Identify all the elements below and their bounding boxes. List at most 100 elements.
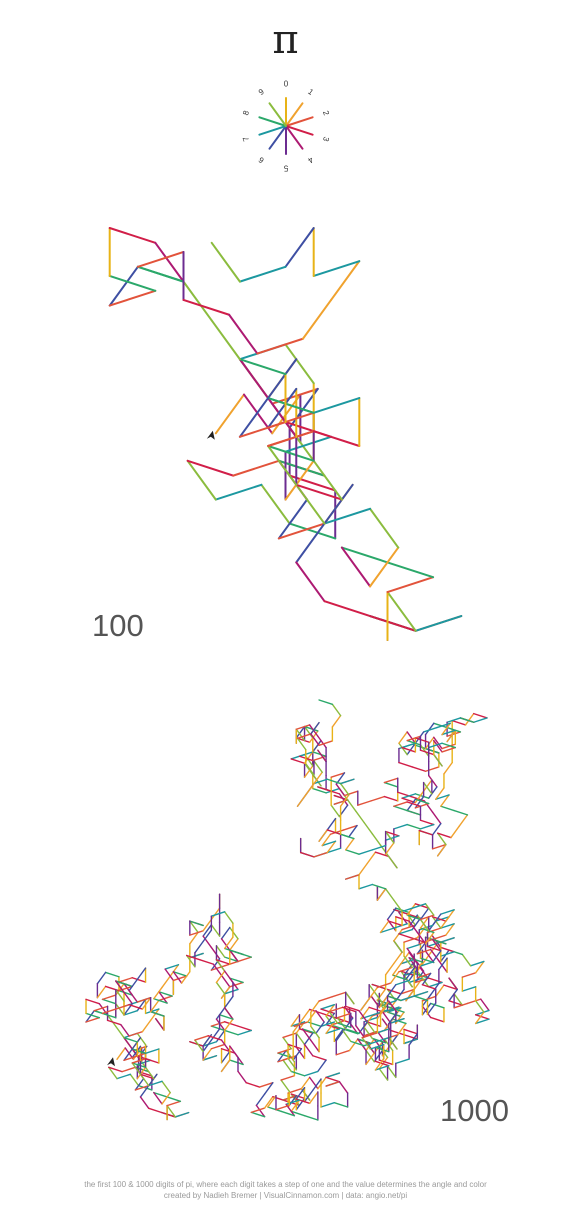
walk-step-digit-2: [336, 1012, 352, 1019]
walk-step-digit-7: [323, 507, 372, 525]
walk-step-digit-2: [312, 755, 327, 762]
walk-step-digit-9: [431, 916, 442, 929]
walk-step-digit-8: [149, 1011, 165, 1017]
walk-step-digit-8: [424, 747, 440, 754]
walk-step-digit-1: [303, 765, 314, 778]
walk-step-digit-4: [131, 1048, 142, 1062]
walk-step-digit-2: [93, 1005, 109, 1012]
walk-step-digit-8: [441, 742, 457, 749]
legend-digit-2: 2: [321, 109, 331, 117]
walk-step-digit-1: [116, 1047, 126, 1061]
walk-step-digit-6: [303, 1089, 314, 1103]
walk-step-digit-2: [419, 914, 435, 921]
walk-step-digit-8: [153, 998, 168, 1004]
walk-step-digit-2: [418, 938, 434, 945]
walk-step-digit-8: [101, 998, 117, 1005]
walk-step-digit-9: [215, 959, 226, 972]
walk-step-digit-4: [139, 1096, 150, 1109]
walk-step-digit-8: [238, 358, 287, 376]
walk-step-digit-9: [295, 1032, 306, 1046]
walk-step-digit-1: [325, 1004, 336, 1017]
walk-step-digit-6: [123, 1048, 133, 1062]
walk-step-digit-7: [473, 717, 488, 723]
walk-step-digit-2: [210, 1043, 226, 1050]
walk-step-digit-2: [313, 851, 328, 858]
walk-step-digit-7: [403, 1038, 419, 1045]
walk-step-digit-6: [85, 1010, 95, 1023]
walk-step-digit-7: [147, 1080, 163, 1087]
walk-step-digit-9: [393, 899, 403, 913]
walk-step-digit-9: [166, 1104, 177, 1118]
walk-step-digit-3: [344, 1005, 360, 1012]
walk-step-digit-6: [295, 1086, 306, 1100]
walk-step-digit-2: [331, 991, 347, 998]
walk-step-digit-1: [464, 712, 475, 726]
walk-step-digit-2: [267, 430, 315, 447]
walk-step-digit-9: [371, 833, 382, 846]
walk-step-digit-9: [129, 1073, 140, 1087]
walk-step-digit-3: [215, 959, 231, 965]
walk-step-digit-2: [293, 1021, 309, 1028]
walk-step-digit-9: [474, 1000, 485, 1013]
walk-step-digit-6: [220, 1050, 231, 1064]
walk-step-digit-9: [139, 1073, 150, 1087]
walk-step-digit-4: [255, 1104, 266, 1118]
walk-step-digit-4: [370, 995, 381, 1009]
walk-step-digit-1: [215, 970, 226, 984]
walk-step-digit-2: [446, 731, 462, 737]
walk-step-digit-8: [343, 1028, 359, 1035]
walk-step-digit-3: [421, 984, 437, 990]
walk-step-digit-4: [398, 911, 408, 925]
walk-step-digit-6: [440, 949, 450, 963]
walk-step-digit-8: [137, 1084, 153, 1091]
walk-step-digit-6: [416, 941, 427, 955]
walk-step-digit-4: [315, 1010, 325, 1023]
walk-step-digit-4: [480, 998, 490, 1012]
walk-step-digit-7: [123, 1010, 139, 1016]
walk-step-digit-4: [418, 965, 429, 979]
walk-step-digit-9: [419, 744, 430, 757]
walk-step-digit-7: [401, 793, 417, 799]
walk-step-digit-2: [210, 965, 226, 971]
walk-step-digit-3: [323, 600, 372, 618]
walk-step-digit-4: [408, 920, 419, 934]
walk-step-digit-3: [401, 746, 417, 753]
walk-step-digit-4: [158, 991, 168, 1004]
walk-step-digit-1: [369, 546, 400, 588]
walk-step-digit-3: [299, 851, 315, 858]
walk-step-digit-7: [144, 1008, 160, 1015]
walk-step-digit-2: [134, 1084, 150, 1091]
walk-step-digit-9: [361, 1036, 372, 1050]
walk-step-digit-7: [144, 1048, 160, 1055]
walk-step-digit-2: [325, 1080, 341, 1087]
walk-step-digit-2: [424, 766, 440, 772]
walk-step-digit-7: [325, 1028, 341, 1035]
walk-step-digit-2: [403, 937, 419, 943]
walk-step-digit-4: [381, 1011, 392, 1024]
walk-step-digit-6: [438, 957, 448, 971]
legend-digit-4: 4: [306, 155, 315, 165]
walk-step-digit-2: [277, 1048, 292, 1054]
walk-step-digit-4: [212, 963, 223, 977]
walk-step-digit-9: [312, 459, 343, 501]
walk-step-digit-9: [305, 762, 315, 776]
walk-step-digit-9: [313, 760, 323, 773]
walk-step-digit-4: [295, 561, 326, 603]
walk-step-digit-2: [275, 1104, 290, 1111]
walk-step-digit-9: [363, 1026, 374, 1040]
walk-steps: [85, 699, 490, 1121]
walk-step-digit-1: [344, 837, 355, 851]
walk-step-digit-8: [393, 805, 408, 812]
walk-step-digit-3: [440, 946, 455, 953]
walk-step-digit-9: [267, 444, 298, 486]
walk-step-digit-8: [131, 1048, 147, 1055]
walk-step-digit-2: [128, 1030, 144, 1037]
walk-step-digit-9: [287, 1057, 298, 1071]
walk-step-digit-1: [424, 931, 435, 945]
walk-step-digit-7: [320, 1004, 336, 1010]
walk-step-digit-4: [210, 946, 221, 960]
walk-step-digit-2: [295, 724, 311, 730]
walk-step-digit-1: [318, 829, 328, 842]
